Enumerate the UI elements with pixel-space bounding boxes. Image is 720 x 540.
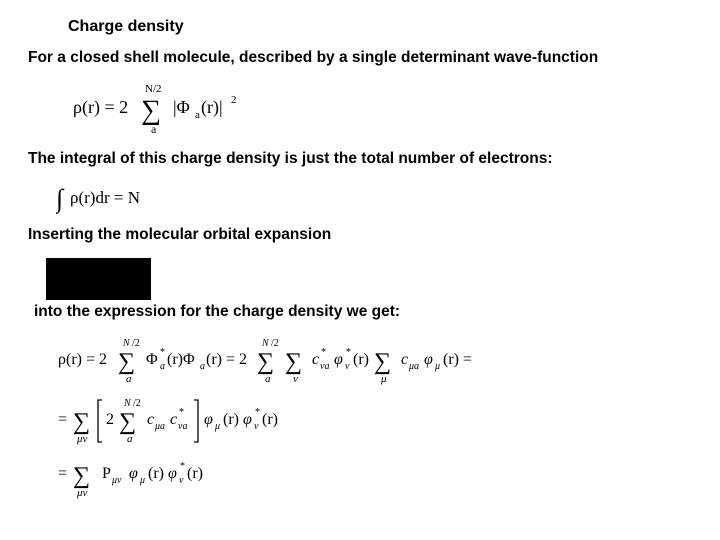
svg-text:a: a	[195, 109, 200, 121]
svg-text:2: 2	[231, 94, 237, 106]
svg-text:∑: ∑	[118, 349, 135, 375]
svg-text:μν: μν	[76, 433, 88, 445]
svg-text:ρ(r) = 2: ρ(r) = 2	[58, 351, 107, 368]
svg-text:μ: μ	[380, 373, 387, 385]
svg-text:P: P	[102, 465, 111, 482]
svg-text:a: a	[200, 361, 205, 372]
svg-text:|Φ: |Φ	[173, 97, 190, 117]
svg-text:*: *	[321, 347, 326, 358]
svg-text:ν: ν	[179, 475, 184, 486]
svg-text:∫: ∫	[56, 184, 65, 214]
svg-text:∑: ∑	[374, 349, 391, 375]
svg-text:μν: μν	[76, 487, 88, 499]
svg-text:N/2: N/2	[145, 83, 162, 95]
svg-text:ν: ν	[293, 373, 298, 385]
svg-text:(r)Φ: (r)Φ	[167, 351, 195, 368]
svg-text:=: =	[58, 465, 67, 482]
svg-text:/2: /2	[132, 338, 140, 349]
svg-text:(r)|: (r)|	[201, 97, 223, 118]
page-title: Charge density	[68, 18, 692, 36]
svg-text:μa: μa	[408, 361, 419, 372]
svg-text:(r): (r)	[187, 465, 203, 482]
svg-text:μ: μ	[139, 475, 145, 486]
equation-expansion-block: ρ(r) = 2 N/2 ∑ a Φ * a (r)Φ a (r) = 2 N/…	[58, 336, 692, 502]
svg-text:(r): (r)	[262, 411, 278, 428]
svg-text:∑: ∑	[257, 349, 274, 375]
paragraph-1: For a closed shell molecule, described b…	[28, 48, 692, 67]
svg-text:∑: ∑	[73, 409, 90, 435]
svg-text:*: *	[346, 347, 351, 358]
svg-text:/2: /2	[133, 398, 141, 409]
svg-text:μν: μν	[111, 475, 122, 486]
svg-text:*: *	[179, 407, 184, 418]
paragraph-4: into the expression for the charge densi…	[34, 302, 692, 321]
svg-text:c: c	[401, 351, 408, 368]
equation-rho-sum: ρ(r) = 2 N/2 ∑ a |Φ a (r)| 2	[73, 81, 692, 135]
svg-text:μ: μ	[214, 421, 220, 432]
svg-text:c: c	[147, 411, 154, 428]
svg-text:ρ(r) = 2: ρ(r) = 2	[73, 97, 128, 118]
equation-integral-N: ∫ ρ(r)dr = N	[56, 183, 692, 215]
page: Charge density For a closed shell molecu…	[0, 0, 720, 540]
svg-text:N: N	[122, 338, 131, 349]
paragraph-3: Inserting the molecular orbital expansio…	[28, 225, 692, 244]
svg-text:φ: φ	[243, 411, 252, 428]
svg-text:/2: /2	[271, 338, 279, 349]
svg-text:N: N	[123, 398, 132, 409]
svg-text:2: 2	[106, 411, 114, 428]
svg-text:N: N	[261, 338, 270, 349]
svg-text:νa: νa	[320, 361, 329, 372]
svg-text:∑: ∑	[119, 409, 136, 435]
svg-text:a: a	[160, 361, 165, 372]
svg-text:c: c	[170, 411, 177, 428]
svg-text:(r): (r)	[353, 351, 369, 368]
svg-text:(r) =: (r) =	[443, 351, 472, 368]
svg-text:φ: φ	[334, 351, 343, 368]
svg-text:c: c	[312, 351, 319, 368]
svg-text:ρ(r)dr = N: ρ(r)dr = N	[70, 188, 140, 207]
svg-text:a: a	[127, 433, 133, 445]
svg-text:μ: μ	[434, 361, 440, 372]
svg-text:*: *	[160, 347, 165, 358]
svg-text:ν: ν	[345, 361, 350, 372]
svg-text:a: a	[265, 373, 271, 385]
svg-text:νa: νa	[178, 421, 187, 432]
svg-text:=: =	[58, 411, 67, 428]
svg-text:φ: φ	[424, 351, 433, 368]
svg-text:(r) = 2: (r) = 2	[206, 351, 247, 368]
svg-text:*: *	[180, 461, 185, 472]
svg-text:φ: φ	[204, 411, 213, 428]
svg-text:a: a	[126, 373, 132, 385]
paragraph-2: The integral of this charge density is j…	[28, 149, 692, 168]
svg-text:*: *	[255, 407, 260, 418]
svg-text:(r): (r)	[148, 465, 164, 482]
svg-text:a: a	[151, 122, 157, 135]
svg-text:∑: ∑	[73, 463, 90, 489]
svg-text:φ: φ	[129, 465, 138, 482]
svg-text:φ: φ	[168, 465, 177, 482]
svg-text:ν: ν	[254, 421, 259, 432]
svg-text:μa: μa	[154, 421, 165, 432]
svg-text:(r): (r)	[223, 411, 239, 428]
redacted-equation-box	[46, 258, 151, 300]
svg-text:Φ: Φ	[146, 351, 158, 368]
svg-text:∑: ∑	[285, 349, 302, 375]
